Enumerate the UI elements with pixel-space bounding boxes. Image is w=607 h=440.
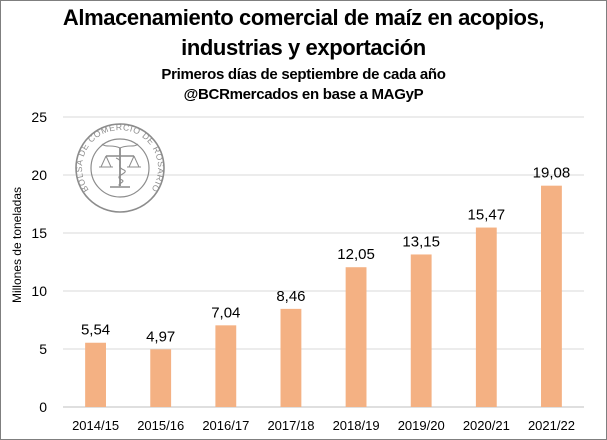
data-label: 5,54	[81, 322, 110, 339]
x-tick-label: 2020/21	[463, 418, 510, 433]
bar	[280, 308, 302, 407]
y-tick-label: 15	[31, 225, 47, 241]
bar	[541, 185, 562, 407]
bar	[215, 325, 237, 407]
x-tick-label: 2021/22	[528, 418, 575, 433]
data-label: 4,97	[146, 328, 175, 345]
data-label: 15,47	[468, 207, 506, 224]
data-label: 8,46	[276, 288, 305, 305]
data-labels: 5,54 4,97 7,04 8,46 12,05 13,15 15,47 19,08	[81, 165, 570, 346]
data-label: 7,04	[211, 304, 240, 321]
y-tick-label: 25	[31, 109, 47, 125]
data-label: 19,08	[533, 165, 571, 182]
y-tick-label: 5	[39, 341, 47, 357]
y-tick-label: 0	[39, 399, 47, 415]
chart-title-line-2: industrias y exportación	[181, 35, 426, 60]
y-tick-label: 10	[31, 283, 47, 299]
data-label: 12,05	[337, 246, 375, 263]
chart-subtitle: Primeros días de septiembre de cada año	[161, 66, 446, 83]
x-tick-label: 2014/15	[72, 418, 119, 433]
y-tick-label: 20	[31, 167, 47, 183]
x-tick-label: 2019/20	[398, 418, 445, 433]
x-tick-label: 2018/19	[333, 418, 380, 433]
chart-source: @BCRmercados en base a MAGyP	[183, 86, 424, 103]
y-axis-ticks: 0 5 10 15 20 25	[31, 109, 47, 415]
chart-title-line-1: Almacenamiento comercial de maíz en acop…	[62, 5, 545, 30]
x-axis-ticks: 2014/15 2015/16 2016/17 2017/18 2018/19 2019/…	[72, 418, 575, 433]
x-tick-label: 2017/18	[267, 418, 314, 433]
x-tick-label: 2015/16	[137, 418, 184, 433]
data-label: 13,15	[402, 233, 440, 250]
bar	[150, 349, 172, 407]
x-tick-label: 2016/17	[202, 418, 249, 433]
bar	[345, 267, 367, 407]
gridlines	[63, 116, 584, 408]
bar	[475, 227, 497, 407]
bars	[85, 185, 562, 407]
bolsa-de-comercio-logo-icon: BOLSA DE COMERCIO DE ROSARIO	[74, 122, 166, 213]
bar	[410, 254, 432, 407]
bar	[85, 342, 106, 407]
